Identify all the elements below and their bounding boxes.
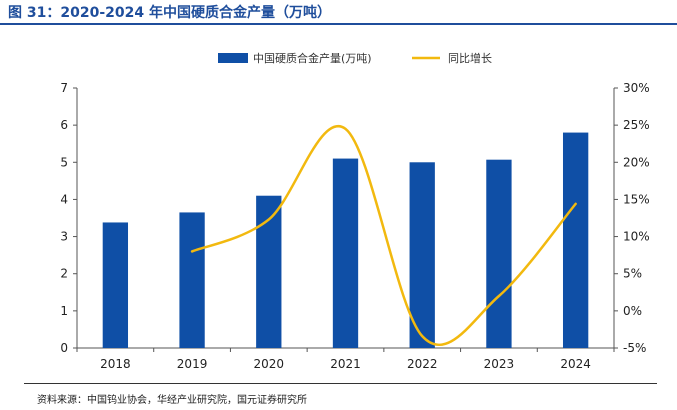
x-tick-label: 2024 [560,357,591,371]
x-tick-label: 2023 [484,357,515,371]
left-tick-label: 3 [60,230,68,244]
source-rule [24,383,657,384]
growth-line-series [190,124,577,346]
left-tick-label: 4 [60,192,68,206]
left-tick-label: 0 [60,341,68,355]
right-tick-label: 25% [623,118,650,132]
x-tick-label: 2021 [330,357,361,371]
right-tick-label: 30% [623,81,650,95]
bar [562,132,589,348]
bar [256,195,282,348]
left-tick-label: 7 [60,81,68,95]
left-tick-label: 2 [60,267,68,281]
left-tick-label: 6 [60,118,68,132]
source-note: 资料来源：中国钨业协会，华经产业研究院，国元证券研究所 [37,395,307,406]
bar [409,162,435,348]
right-tick-label: 0% [623,304,642,318]
legend: 中国硬质合金产量(万吨) 同比增长 [218,51,492,65]
legend-line-label: 同比增长 [448,51,492,65]
title-rule [0,23,677,25]
right-tick-label: 15% [623,192,650,206]
legend-bar-swatch [218,53,248,63]
x-tick-label: 2022 [407,357,438,371]
bar [179,212,205,348]
bar [486,159,512,348]
right-tick-label: 5% [623,267,642,281]
bar [102,222,129,348]
right-tick-label: 20% [623,155,650,169]
x-tick-label: 2018 [100,357,131,371]
figure-title: 图 31：2020-2024 年中国硬质合金产量（万吨） [8,5,331,21]
right-tick-label: -5% [623,341,646,355]
axes: 0 1 2 3 4 5 6 7 -5% 0% 5% 10% 15% 20% 25% 30% 2018 2019 20… [60,81,649,371]
left-tick-label: 5 [60,155,68,169]
bar-series [102,132,589,348]
legend-bar-label: 中国硬质合金产量(万吨) [253,51,372,65]
left-tick-label: 1 [60,304,68,318]
right-tick-label: 10% [623,230,650,244]
bar [332,158,359,348]
x-tick-label: 2019 [177,357,208,371]
x-tick-label: 2020 [254,357,285,371]
growth-line [190,124,577,346]
